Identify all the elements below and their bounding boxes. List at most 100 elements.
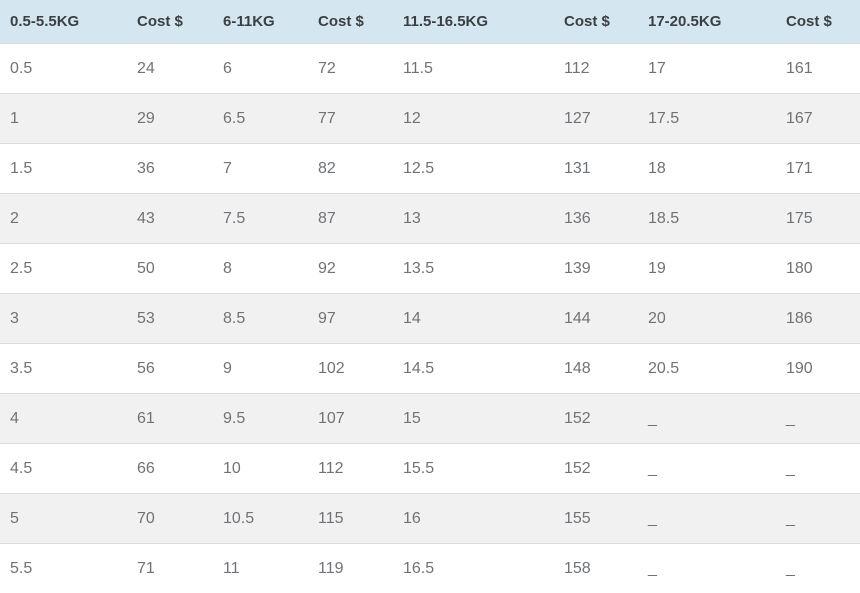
table-cell: 11	[213, 544, 308, 593]
table-cell: 24	[127, 44, 213, 94]
table-cell: 6	[213, 44, 308, 94]
table-cell: 102	[308, 344, 393, 394]
table-cell: 66	[127, 444, 213, 494]
table-cell: 2.5	[0, 244, 127, 294]
table-cell: 53	[127, 294, 213, 344]
table-cell: 70	[127, 494, 213, 544]
table-cell: 10	[213, 444, 308, 494]
table-cell: 43	[127, 194, 213, 244]
table-cell: 127	[554, 94, 638, 144]
table-cell: 13	[393, 194, 554, 244]
table-cell: 180	[776, 244, 860, 294]
table-cell: 20	[638, 294, 776, 344]
table-cell: 1	[0, 94, 127, 144]
table-cell: 92	[308, 244, 393, 294]
table-cell: 171	[776, 144, 860, 194]
table-cell: 9.5	[213, 394, 308, 444]
table-cell: 115	[308, 494, 393, 544]
table-cell: _	[776, 494, 860, 544]
table-cell: 9	[213, 344, 308, 394]
table-cell: 14	[393, 294, 554, 344]
table-cell: 15	[393, 394, 554, 444]
column-header: Cost $	[308, 0, 393, 44]
table-cell: 10.5	[213, 494, 308, 544]
table-cell: 8	[213, 244, 308, 294]
table-cell: 186	[776, 294, 860, 344]
table-cell: 12	[393, 94, 554, 144]
table-cell: 18	[638, 144, 776, 194]
column-header: 17-20.5KG	[638, 0, 776, 44]
table-cell: 155	[554, 494, 638, 544]
table-cell: 4	[0, 394, 127, 444]
table-cell: 167	[776, 94, 860, 144]
table-cell: 152	[554, 394, 638, 444]
table-cell: 2	[0, 194, 127, 244]
table-cell: 13.5	[393, 244, 554, 294]
table-cell: 20.5	[638, 344, 776, 394]
table-cell: 136	[554, 194, 638, 244]
table-cell: 56	[127, 344, 213, 394]
column-header: Cost $	[554, 0, 638, 44]
table-cell: 15.5	[393, 444, 554, 494]
table-cell: _	[638, 444, 776, 494]
table-cell: 175	[776, 194, 860, 244]
table-cell: 6.5	[213, 94, 308, 144]
table-cell: 7.5	[213, 194, 308, 244]
column-header: Cost $	[776, 0, 860, 44]
table-cell: 72	[308, 44, 393, 94]
table-cell: 97	[308, 294, 393, 344]
table-cell: _	[638, 544, 776, 593]
table-cell: 16	[393, 494, 554, 544]
table-cell: _	[776, 394, 860, 444]
table-cell: 148	[554, 344, 638, 394]
table-cell: 77	[308, 94, 393, 144]
table-cell: 36	[127, 144, 213, 194]
column-header: Cost $	[127, 0, 213, 44]
column-header: 11.5-16.5KG	[393, 0, 554, 44]
table-cell: _	[638, 394, 776, 444]
table-cell: _	[776, 544, 860, 593]
table-cell: _	[638, 494, 776, 544]
table-cell: 16.5	[393, 544, 554, 593]
table-cell: 29	[127, 94, 213, 144]
table-cell: 71	[127, 544, 213, 593]
table-cell: 61	[127, 394, 213, 444]
table-cell: 5.5	[0, 544, 127, 593]
table-cell: 7	[213, 144, 308, 194]
table-cell: 144	[554, 294, 638, 344]
table-cell: 0.5	[0, 44, 127, 94]
table-cell: 139	[554, 244, 638, 294]
table-cell: 190	[776, 344, 860, 394]
table-cell: 3.5	[0, 344, 127, 394]
table-cell: 17.5	[638, 94, 776, 144]
table-cell: 8.5	[213, 294, 308, 344]
table-cell: 12.5	[393, 144, 554, 194]
table-cell: 3	[0, 294, 127, 344]
column-header: 0.5-5.5KG	[0, 0, 127, 44]
column-header: 6-11KG	[213, 0, 308, 44]
table-cell: 82	[308, 144, 393, 194]
table-cell: 4.5	[0, 444, 127, 494]
table-cell: 152	[554, 444, 638, 494]
table-cell: 158	[554, 544, 638, 593]
table-cell: 107	[308, 394, 393, 444]
table-cell: 19	[638, 244, 776, 294]
table-cell: _	[776, 444, 860, 494]
table-cell: 112	[308, 444, 393, 494]
table-cell: 5	[0, 494, 127, 544]
table-cell: 14.5	[393, 344, 554, 394]
table-cell: 161	[776, 44, 860, 94]
table-cell: 18.5	[638, 194, 776, 244]
